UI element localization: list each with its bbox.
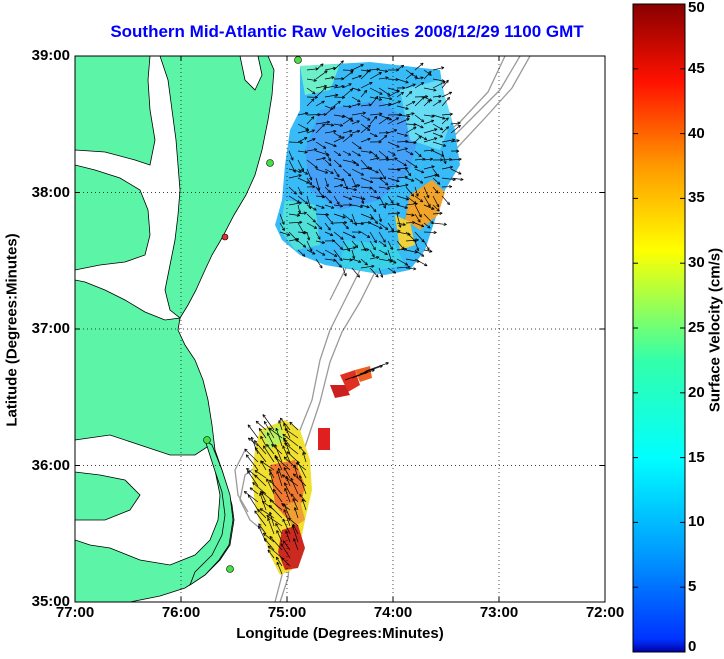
colorbar-tick-label: 10 bbox=[688, 513, 705, 531]
y-axis-label: Latitude (Degrees:Minutes) bbox=[3, 233, 21, 427]
velocity-patch-south bbox=[252, 420, 330, 575]
map-title: Southern Mid-Atlantic Raw Velocities 200… bbox=[110, 22, 584, 41]
delaware-bay bbox=[239, 56, 263, 91]
colorbar bbox=[632, 3, 686, 653]
x-tick-label: 72:00 bbox=[585, 604, 625, 621]
colorbar-label: Surface Velocity (cm/s) bbox=[706, 247, 724, 413]
colorbar-tick-label: 20 bbox=[688, 383, 705, 401]
pamlico-sound bbox=[75, 434, 221, 566]
x-tick-label: 75:00 bbox=[267, 604, 307, 621]
colorbar-tick-label: 15 bbox=[688, 448, 705, 466]
colorbar-tick-label: 50 bbox=[688, 0, 705, 16]
x-tick-label: 76:00 bbox=[161, 604, 201, 621]
y-tick-label: 39:00 bbox=[31, 47, 70, 64]
grid-lines bbox=[75, 56, 605, 602]
y-tick-label: 35:00 bbox=[31, 593, 70, 610]
colorbar-tick-label: 35 bbox=[688, 189, 705, 207]
outer-banks bbox=[189, 438, 234, 587]
velocity-vectors bbox=[243, 60, 464, 575]
x-tick-label: 77:00 bbox=[55, 604, 95, 621]
colorbar-tick-label: 30 bbox=[688, 254, 705, 272]
chesapeake-bay bbox=[75, 56, 181, 321]
colorbar-tick-label: 5 bbox=[688, 578, 697, 596]
y-tick-label: 38:00 bbox=[31, 183, 70, 201]
x-axis-label: Longitude (Degrees:Minutes) bbox=[236, 625, 444, 642]
colorbar-tick-label: 45 bbox=[688, 59, 705, 77]
y-tick-label: 36:00 bbox=[31, 456, 70, 474]
colorbar-tick-label: 0 bbox=[688, 638, 697, 655]
x-tick-label: 73:00 bbox=[479, 604, 519, 621]
radar-sites bbox=[203, 56, 302, 573]
colorbar-tick-label: 40 bbox=[688, 124, 705, 142]
x-tick-label: 74:00 bbox=[373, 604, 413, 621]
y-tick-label: 37:00 bbox=[31, 320, 70, 337]
colorbar-tick-label: 25 bbox=[688, 319, 705, 336]
